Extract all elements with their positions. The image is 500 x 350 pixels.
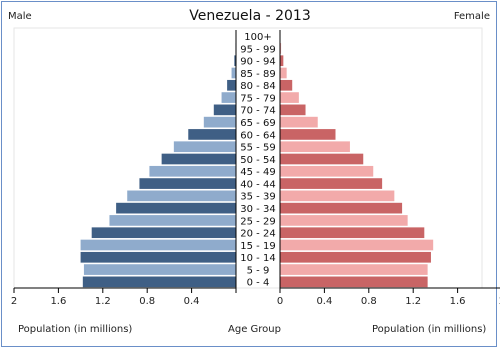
male-bar — [149, 165, 236, 177]
female-bar — [280, 92, 299, 103]
age-group-label: 90 - 94 — [240, 57, 275, 68]
female-bar — [280, 129, 336, 140]
age-group-label: 45 - 49 — [240, 167, 275, 178]
male-bar — [109, 215, 236, 226]
age-group-label: 55 - 59 — [240, 143, 275, 154]
age-group-label: 40 - 44 — [240, 179, 275, 190]
x-tick-label: 1.2 — [405, 296, 421, 307]
female-bar — [280, 190, 395, 202]
female-bar — [280, 239, 434, 251]
female-label: Female — [453, 11, 490, 22]
female-bar — [280, 141, 350, 153]
female-bar — [280, 202, 403, 214]
x-tick-label: 1.6 — [450, 296, 466, 307]
female-bar — [280, 116, 318, 128]
male-bar — [231, 67, 236, 79]
male-bar — [139, 178, 236, 189]
female-bar — [280, 55, 284, 67]
male-bar — [91, 227, 236, 239]
age-group-label: 60 - 64 — [240, 130, 275, 141]
male-bar — [80, 251, 236, 263]
age-group-label: 30 - 34 — [240, 204, 275, 215]
male-bar — [116, 202, 236, 214]
x-tick-label: 0 — [277, 296, 283, 307]
male-bar — [188, 129, 236, 140]
age-group-label: 95 - 99 — [240, 44, 275, 55]
female-bar — [280, 178, 383, 189]
chart-title: Venezuela - 2013 — [189, 8, 311, 24]
x-tick-label: 0.4 — [184, 296, 200, 307]
age-group-label: 100+ — [244, 32, 271, 43]
male-bar — [234, 55, 236, 67]
age-group-label: 20 - 24 — [240, 229, 275, 240]
age-group-label: 10 - 14 — [240, 253, 275, 264]
x-axis-label-left: Population (in millions) — [18, 324, 133, 335]
age-group-label: 50 - 54 — [240, 155, 275, 166]
age-group-label: 75 - 79 — [240, 93, 275, 104]
age-group-label: 70 - 74 — [240, 106, 275, 117]
age-group-label: 5 - 9 — [247, 265, 270, 276]
male-bar — [80, 239, 236, 251]
female-bar — [280, 215, 408, 226]
x-tick-label: 2 — [499, 296, 500, 307]
x-tick-label: 2 — [11, 296, 17, 307]
x-tick-label: 0.4 — [316, 296, 332, 307]
male-bar — [227, 79, 236, 91]
female-bar — [280, 251, 431, 263]
female-bar — [280, 43, 282, 54]
female-bar — [280, 227, 425, 239]
age-group-label: 85 - 89 — [240, 69, 275, 80]
x-axis-label-center: Age Group — [228, 324, 281, 335]
female-bar — [280, 67, 287, 79]
age-group-label: 65 - 69 — [240, 118, 275, 129]
x-tick-label: 0.8 — [139, 296, 155, 307]
male-bar — [82, 276, 236, 288]
male-bar — [83, 264, 237, 275]
female-bar — [280, 153, 364, 165]
female-bar — [280, 264, 428, 275]
female-bar — [280, 79, 293, 91]
male-bar — [161, 153, 236, 165]
plot-area — [13, 27, 483, 289]
female-bar — [280, 276, 428, 288]
age-group-label: 35 - 39 — [240, 192, 275, 203]
x-tick-label: 0.8 — [361, 296, 377, 307]
age-group-label: 25 - 29 — [240, 216, 275, 227]
male-bar — [213, 104, 236, 116]
x-axis-label-right: Population (in millions) — [372, 324, 487, 335]
age-group-label: 80 - 84 — [240, 81, 275, 92]
male-bar — [127, 190, 236, 202]
x-tick-label: 1.6 — [50, 296, 66, 307]
age-group-label: 15 - 19 — [240, 241, 275, 252]
male-bar — [173, 141, 236, 153]
male-bar — [203, 116, 236, 128]
male-bar — [221, 92, 236, 103]
female-bar — [280, 104, 306, 116]
x-tick-label: 1.2 — [95, 296, 111, 307]
male-label: Male — [8, 11, 32, 22]
female-bar — [280, 165, 374, 177]
age-group-label: 0 - 4 — [247, 278, 270, 289]
